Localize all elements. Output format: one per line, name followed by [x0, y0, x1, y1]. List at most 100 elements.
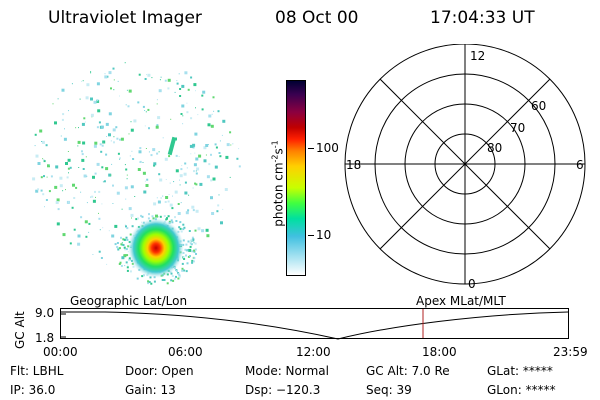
- speckle: [122, 244, 125, 246]
- speckle: [128, 133, 130, 135]
- speckle: [124, 254, 127, 257]
- speckle: [37, 188, 40, 191]
- speckle: [102, 181, 104, 183]
- speckle: [194, 242, 197, 245]
- speckle: [148, 127, 150, 130]
- speckle: [183, 226, 186, 229]
- speckle: [108, 173, 112, 177]
- speckle: [180, 168, 183, 171]
- speckle: [130, 121, 132, 123]
- speckle: [118, 247, 121, 250]
- speckle: [143, 190, 147, 194]
- speckle: [152, 148, 156, 152]
- speckle: [84, 121, 86, 123]
- speckle: [40, 176, 43, 179]
- speckle: [94, 190, 96, 193]
- speckle: [203, 159, 207, 163]
- speckle: [85, 96, 89, 100]
- speckle: [90, 71, 92, 73]
- speckle: [193, 163, 197, 167]
- speckle: [68, 201, 69, 203]
- speckle: [39, 129, 43, 133]
- speckle: [222, 119, 226, 123]
- speckle: [194, 152, 196, 154]
- speckle: [172, 195, 173, 197]
- speckle: [48, 190, 51, 193]
- speckle: [168, 155, 171, 158]
- speckle: [146, 74, 147, 76]
- speckle: [105, 167, 109, 171]
- aurora-streak: [167, 136, 177, 156]
- speckle: [140, 214, 142, 217]
- speckle: [191, 261, 194, 264]
- speckle: [124, 186, 128, 190]
- speckle: [94, 172, 97, 175]
- speckle: [131, 225, 134, 228]
- speckle: [214, 165, 218, 169]
- speckle: [193, 170, 195, 173]
- speckle: [217, 110, 220, 113]
- speckle: [207, 123, 211, 127]
- speckle: [120, 236, 122, 239]
- speckle: [52, 103, 54, 105]
- speckle: [179, 227, 182, 230]
- speckle: [116, 137, 119, 140]
- speckle: [98, 121, 101, 124]
- speckle: [117, 248, 120, 251]
- speckle: [163, 215, 166, 217]
- speckle: [173, 181, 175, 183]
- speckle: [181, 104, 185, 108]
- speckle: [205, 228, 209, 232]
- speckle: [130, 213, 134, 217]
- speckle: [197, 114, 199, 116]
- speckle: [126, 269, 129, 272]
- speckle: [150, 154, 153, 157]
- speckle: [195, 170, 197, 172]
- speckle: [214, 143, 217, 146]
- speckle: [110, 87, 112, 90]
- speckle: [182, 256, 185, 259]
- speckle: [195, 209, 199, 213]
- speckle: [99, 229, 101, 231]
- speckle: [103, 180, 106, 183]
- speckle: [124, 224, 126, 226]
- speckle: [147, 73, 151, 77]
- speckle: [131, 150, 133, 152]
- speckle: [159, 215, 162, 218]
- speckle: [206, 234, 210, 238]
- speckle: [106, 263, 108, 265]
- speckle: [181, 267, 184, 270]
- speckle: [190, 76, 193, 79]
- speckle: [144, 125, 146, 127]
- instrument-title: Ultraviolet Imager: [48, 8, 202, 28]
- speckle: [183, 258, 186, 260]
- speckle: [226, 143, 230, 147]
- speckle: [100, 150, 103, 153]
- speckle: [196, 167, 200, 171]
- speckle: [141, 275, 144, 278]
- speckle: [153, 162, 157, 166]
- speckle: [60, 135, 62, 137]
- speckle: [171, 275, 174, 277]
- speckle: [137, 168, 141, 171]
- polar-diagonal-2: [379, 78, 551, 250]
- timeline-plot: [60, 308, 569, 340]
- speckle: [167, 215, 170, 218]
- speckle: [81, 80, 83, 82]
- speckle: [34, 145, 36, 147]
- speckle: [42, 158, 44, 160]
- speckle: [119, 261, 122, 264]
- speckle: [112, 184, 114, 187]
- speckle: [130, 185, 134, 189]
- speckle: [88, 231, 90, 233]
- speckle: [142, 105, 145, 108]
- speckle: [186, 262, 189, 265]
- speckle: [80, 216, 83, 219]
- speckle: [179, 174, 183, 178]
- speckle: [167, 87, 170, 90]
- speckle: [202, 90, 206, 94]
- speckle: [169, 182, 171, 184]
- speckle: [128, 89, 132, 93]
- speckle: [179, 184, 181, 186]
- speckle: [116, 242, 119, 244]
